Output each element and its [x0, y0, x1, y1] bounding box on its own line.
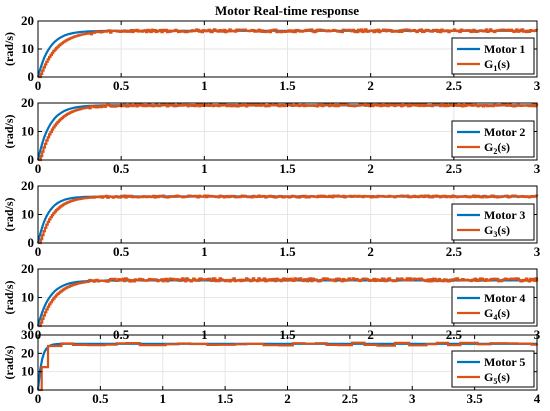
legend-label: G4(s): [484, 306, 510, 322]
x-tick-label: 1.5: [279, 244, 296, 259]
legend-label: Motor 5: [484, 355, 525, 369]
x-tick-label: 1.5: [217, 391, 234, 406]
series-line-g4: [38, 277, 539, 328]
y-axis-label: (rad/s): [2, 281, 16, 315]
legend-subscript: 2: [493, 147, 497, 156]
legend-box: [451, 350, 535, 388]
legend-label: G5(s): [484, 370, 510, 386]
legend: Motor 5G5(s): [451, 350, 535, 388]
x-tick-label: 1: [160, 391, 167, 406]
x-tick-label: 1.5: [279, 161, 296, 176]
x-tick-label: 0: [35, 391, 42, 406]
x-tick-label: 1: [201, 78, 208, 93]
x-tick-label: 4: [534, 391, 541, 406]
x-tick-label: 3.5: [467, 391, 484, 406]
legend-label: G3(s): [484, 223, 510, 239]
x-tick-label: 2: [367, 78, 374, 93]
legend-subscript: 5: [493, 377, 497, 386]
legend-suffix: (s): [497, 57, 510, 71]
y-tick-label: 0: [28, 69, 35, 84]
subplot-3: 0 0.5 1 1.5 2 2.5 3 0 10 20 (rad/s) Motor 3G3(s): [2, 178, 541, 259]
x-tick-label: 0: [35, 244, 42, 259]
legend-subscript: 3: [493, 230, 497, 239]
legend: Motor 4G4(s): [451, 286, 535, 324]
legend-label: Motor 3: [484, 208, 525, 222]
x-tick-label: 0: [35, 161, 42, 176]
series-line-g5: [38, 341, 539, 392]
legend-box: [451, 286, 535, 324]
y-tick-label: 0: [28, 382, 35, 397]
series-line-g3: [38, 194, 539, 245]
y-tick-label: 30: [21, 327, 34, 342]
x-tick-label: 0.5: [113, 78, 130, 93]
x-tick-label: 0: [35, 78, 42, 93]
legend: Motor 3G3(s): [451, 203, 535, 241]
y-tick-label: 10: [21, 41, 34, 56]
x-tick-label: 0.5: [113, 161, 130, 176]
y-tick-label: 20: [21, 95, 34, 110]
y-tick-label: 0: [28, 152, 35, 167]
y-tick-label: 10: [21, 124, 34, 139]
x-tick-label: 3: [534, 244, 541, 259]
subplot-2: 0 0.5 1 1.5 2 2.5 3 0 10 20 (rad/s) Motor 2G2(s): [2, 95, 541, 176]
x-tick-label: 2.5: [446, 161, 463, 176]
legend-subscript: 1: [493, 64, 497, 73]
legend-suffix: (s): [497, 370, 510, 384]
x-tick-label: 2.5: [446, 244, 463, 259]
legend-label: Motor 4: [484, 291, 525, 305]
legend-box: [451, 203, 535, 241]
y-tick-label: 20: [21, 13, 34, 28]
y-axis-label: (rad/s): [2, 115, 16, 149]
legend-suffix: (s): [497, 140, 510, 154]
subplot-1: 0 0.5 1 1.5 2 2.5 3 0 10 20 (rad/s) Motor 1G1(s): [2, 13, 541, 93]
y-axis-label: (rad/s): [2, 32, 16, 66]
y-axis-label: (rad/s): [2, 198, 16, 232]
legend-label: G1(s): [484, 57, 510, 73]
y-tick-label: 0: [28, 318, 35, 333]
legend: Motor 1G1(s): [451, 37, 535, 75]
y-axis-label: (rad/s): [2, 346, 16, 380]
x-tick-label: 2: [367, 244, 374, 259]
x-tick-label: 2.5: [446, 78, 463, 93]
x-tick-label: 3: [534, 161, 541, 176]
y-tick-label: 20: [21, 261, 34, 276]
x-tick-label: 3: [409, 391, 416, 406]
legend-label: G2(s): [484, 140, 510, 156]
x-tick-label: 3: [534, 78, 541, 93]
legend-box: [451, 37, 535, 75]
x-tick-label: 1: [201, 244, 208, 259]
legend-label: Motor 2: [484, 125, 525, 139]
x-tick-label: 1: [201, 161, 208, 176]
legend-box: [451, 120, 535, 158]
y-tick-label: 20: [21, 345, 34, 360]
legend-suffix: (s): [497, 223, 510, 237]
y-tick-label: 10: [21, 290, 34, 305]
x-tick-label: 2.5: [342, 391, 359, 406]
figure-title: Motor Real-time response: [215, 3, 359, 18]
x-tick-label: 1.5: [279, 78, 296, 93]
y-tick-label: 10: [21, 364, 34, 379]
legend: Motor 2G2(s): [451, 120, 535, 158]
legend-subscript: 4: [493, 313, 497, 322]
x-tick-label: 0.5: [113, 244, 130, 259]
x-tick-label: 2: [367, 161, 374, 176]
y-tick-label: 0: [28, 235, 35, 250]
y-tick-label: 20: [21, 178, 34, 193]
series-line-g1: [38, 28, 539, 79]
legend-label: Motor 1: [484, 42, 525, 56]
x-tick-label: 2: [284, 391, 291, 406]
y-tick-label: 10: [21, 207, 34, 222]
x-tick-label: 0.5: [92, 391, 109, 406]
legend-suffix: (s): [497, 306, 510, 320]
